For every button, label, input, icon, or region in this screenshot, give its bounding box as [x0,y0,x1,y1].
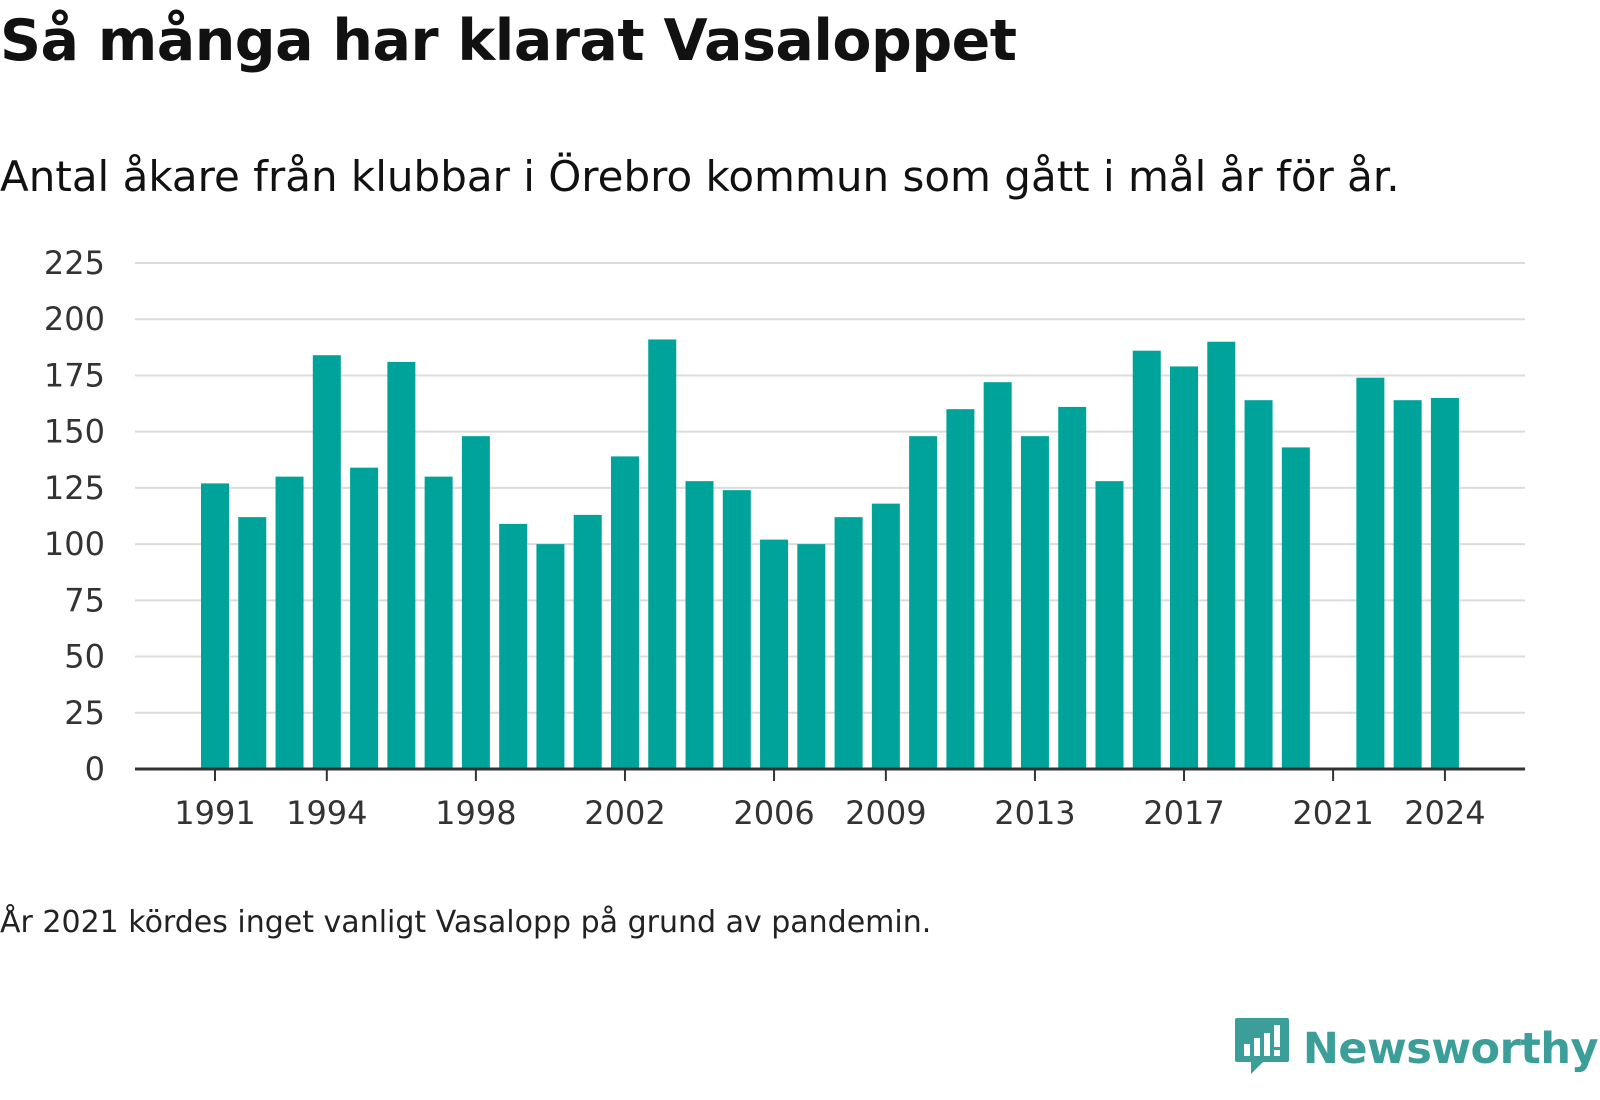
y-tick-label: 225 [44,244,105,282]
chart-title: Så många har klarat Vasaloppet [0,8,1017,74]
y-tick-label: 75 [64,581,105,619]
y-tick-label: 175 [44,356,105,394]
bar [983,382,1012,769]
bar [424,476,453,769]
x-tick-label: 2013 [994,794,1075,832]
brand-name: Newsworthy [1302,1024,1599,1074]
bar [536,544,565,769]
bar [1356,377,1385,769]
bar [350,467,379,769]
bar [1095,481,1124,769]
bar [387,361,416,769]
x-tick-label: 1994 [286,794,367,832]
bar [573,514,602,769]
x-tick-label: 2024 [1404,794,1485,832]
bar [312,355,341,769]
y-tick-label: 50 [64,638,105,676]
bar [1430,397,1459,769]
y-tick-label: 150 [44,413,105,451]
y-tick-label: 200 [44,300,105,338]
brand-logo: Newsworthy [1233,1016,1599,1082]
bar [461,436,490,769]
x-tick-label: 1998 [435,794,516,832]
bar [1132,350,1161,769]
footnote: År 2021 kördes inget vanligt Vasalopp på… [0,905,932,940]
bar [685,481,714,769]
y-tick-label: 0 [85,750,105,788]
bar [1281,447,1310,769]
x-tick-label: 2021 [1292,794,1373,832]
bar [722,490,751,769]
bar [946,409,975,769]
bar [834,517,863,769]
newsworthy-logo-icon [1233,1016,1291,1082]
bar [275,476,304,769]
bar [909,436,938,769]
bar [1393,400,1422,769]
x-tick-label: 2017 [1143,794,1224,832]
bar [1170,366,1199,769]
bar [760,539,789,769]
bar [238,517,267,769]
x-tick-label: 1991 [174,794,255,832]
bar [201,483,229,769]
bar [1244,400,1273,769]
x-tick-label: 2006 [733,794,814,832]
x-tick-label: 2002 [584,794,665,832]
bar [610,456,639,769]
bar [648,339,677,769]
y-tick-label: 125 [44,469,105,507]
bar-chart: 0 25 50 75 100 125 150 175 200 225 1991 1994 1998 200… [44,244,1525,832]
bar [499,523,528,769]
y-tick-label: 25 [64,694,105,732]
bar [1207,341,1236,769]
chart-subtitle: Antal åkare från klubbar i Örebro kommun… [0,152,1400,201]
bar [1020,436,1049,769]
bar [871,503,900,769]
y-tick-label: 100 [44,525,105,563]
bar [797,544,826,769]
bar [1058,406,1087,769]
x-tick-label: 2009 [845,794,926,832]
